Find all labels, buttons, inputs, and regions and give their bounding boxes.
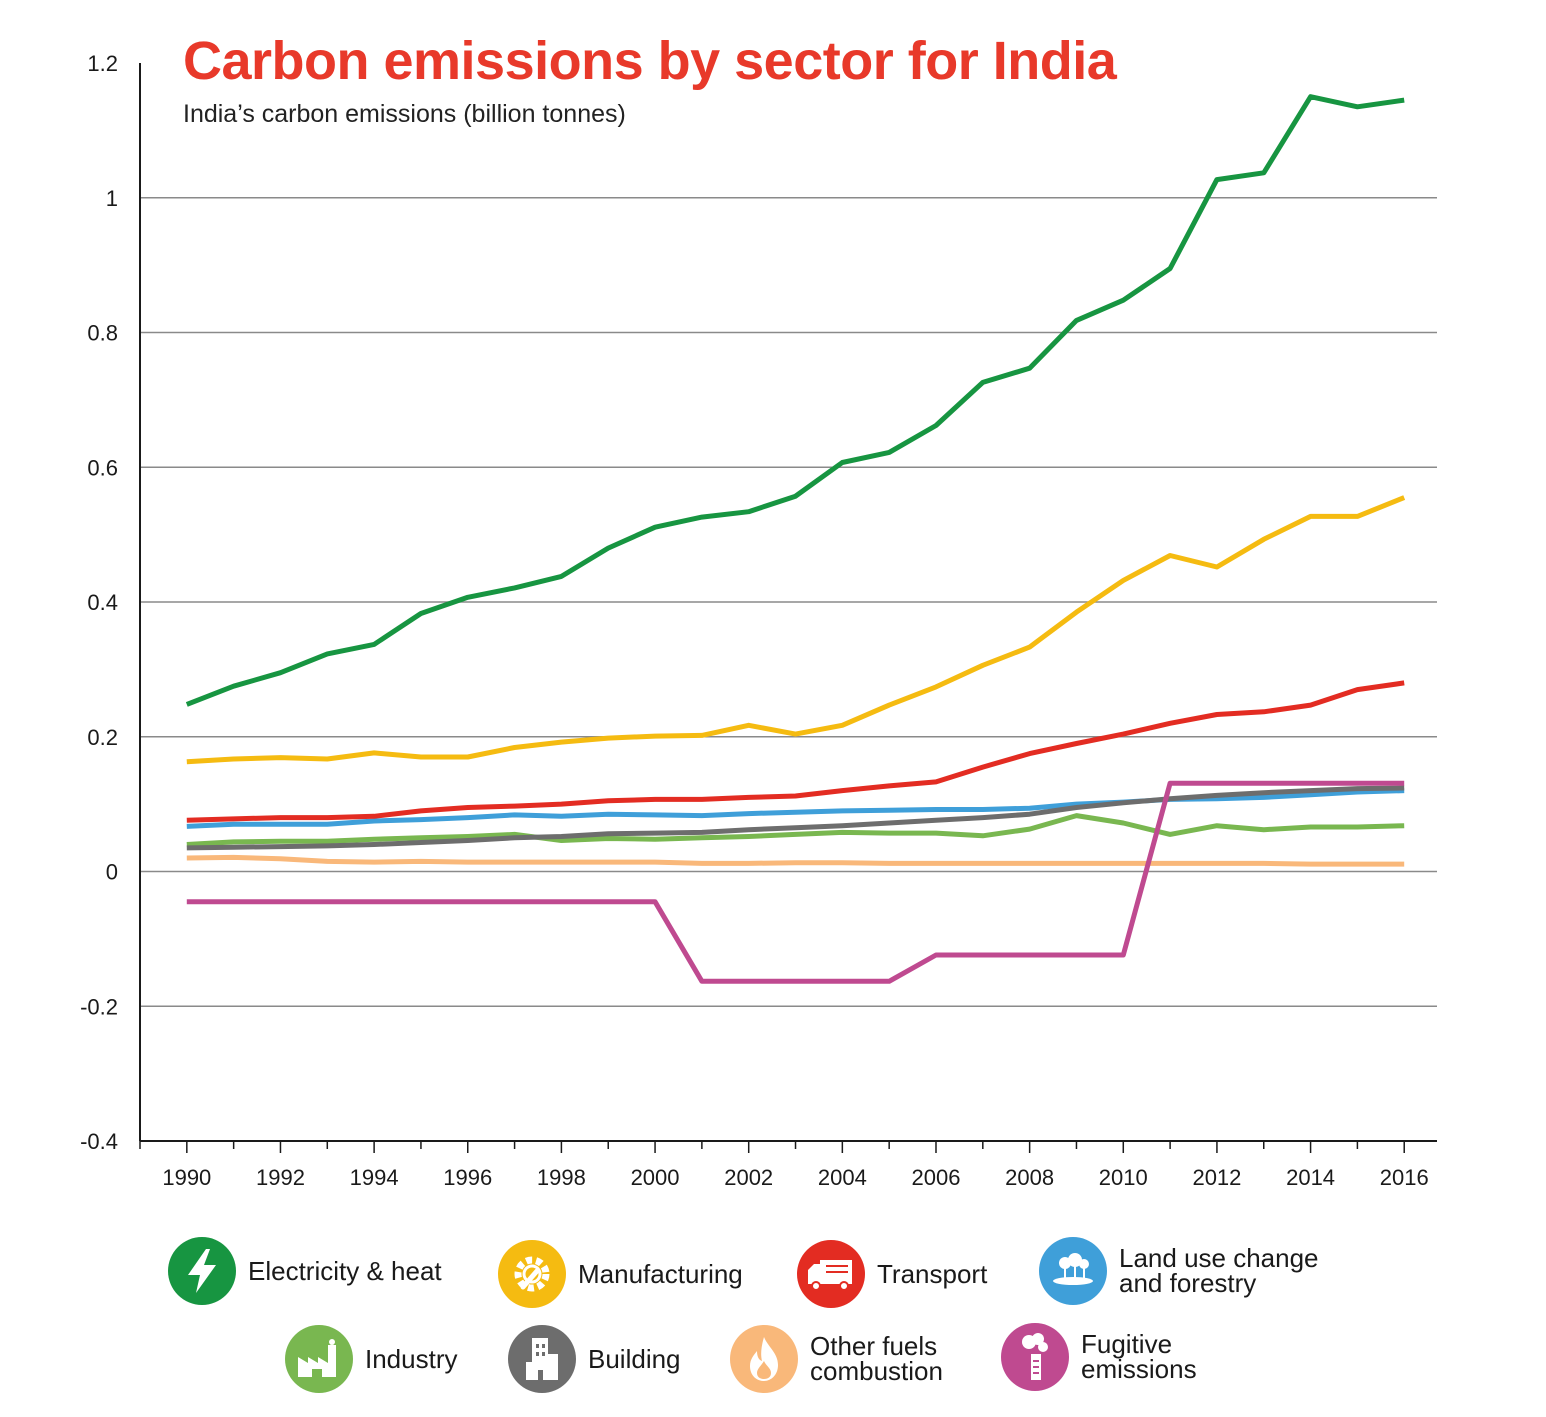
smokestack-icon <box>1001 1323 1069 1391</box>
x-tick-label: 2002 <box>724 1165 773 1190</box>
y-tick-label: 0.2 <box>87 725 118 750</box>
x-tick-label: 1996 <box>443 1165 492 1190</box>
x-tick-label: 2012 <box>1192 1165 1241 1190</box>
legend-label: Building <box>588 1343 681 1374</box>
legend-item-other-fuels: Other fuels combustion <box>730 1325 943 1393</box>
legend-label: Transport <box>877 1258 988 1289</box>
legend-item-manufacturing: Manufacturing <box>498 1240 743 1308</box>
series-line-electricity-heat <box>185 94 1405 707</box>
legend-item-transport: Transport <box>797 1240 987 1308</box>
x-tick-label: 1994 <box>350 1165 399 1190</box>
trees-icon <box>1039 1237 1107 1305</box>
flame-icon <box>730 1325 798 1393</box>
legend-label: Other fuels combustion <box>810 1331 943 1386</box>
y-tick-label: 1.2 <box>87 51 118 76</box>
legend-label: Industry <box>365 1343 458 1374</box>
y-tick-label: 0 <box>106 860 118 885</box>
x-tick-label: 2008 <box>1005 1165 1054 1190</box>
legend-item-building: Building <box>508 1325 681 1393</box>
legend-item-industry: Industry <box>285 1325 458 1393</box>
series-line-industry <box>186 813 1405 847</box>
y-tick-label: 1 <box>106 186 118 211</box>
x-tick-label: 1990 <box>162 1165 211 1190</box>
legend-item-electricity: Electricity & heat <box>168 1237 442 1305</box>
y-tick-label: -0.2 <box>80 994 118 1019</box>
legend-label: Land use change and forestry <box>1119 1243 1319 1298</box>
series-line-other-fuels-combustion <box>186 854 1405 867</box>
grid-lines <box>140 197 1437 1007</box>
truck-icon <box>797 1240 865 1308</box>
factory-icon <box>285 1325 353 1393</box>
x-tick-label: 2014 <box>1286 1165 1335 1190</box>
series-line-manufacturing <box>186 495 1406 765</box>
series-line-building <box>186 785 1405 851</box>
x-tick-label: 2006 <box>912 1165 961 1190</box>
x-tick-label: 2004 <box>818 1165 867 1190</box>
gear-wrench-icon <box>498 1240 566 1308</box>
tick-labels: -0.4 -0.2 0 0.2 0.4 0.6 0.8 1 1.2 1990 1992 1994 199… <box>80 51 1429 1190</box>
x-tick-label: 1998 <box>537 1165 586 1190</box>
legend-item-fugitive: Fugitive emissions <box>1001 1323 1197 1391</box>
axes <box>139 63 1437 1153</box>
y-tick-label: 0.8 <box>87 321 118 346</box>
y-tick-label: 0.6 <box>87 455 118 480</box>
x-tick-label: 2010 <box>1099 1165 1148 1190</box>
legend-label: Fugitive emissions <box>1081 1329 1197 1384</box>
chart-title: Carbon emissions by sector for India <box>183 31 1117 91</box>
y-tick-label: 0.4 <box>87 590 118 615</box>
x-tick-label: 1992 <box>256 1165 305 1190</box>
x-tick-label: 2016 <box>1380 1165 1429 1190</box>
y-tick-label: -0.4 <box>80 1129 118 1154</box>
chart-subtitle: India’s carbon emissions (billion tonnes… <box>183 100 626 128</box>
legend-item-land-use: Land use change and forestry <box>1039 1237 1319 1305</box>
building-icon <box>508 1325 576 1393</box>
lightning-bolt-icon <box>168 1237 236 1305</box>
legend-label: Manufacturing <box>578 1258 743 1289</box>
x-tick-label: 2000 <box>631 1165 680 1190</box>
legend-label: Electricity & heat <box>248 1255 442 1286</box>
series-line-transport <box>186 680 1405 823</box>
series-line-fugitive-emissions <box>186 780 1405 984</box>
series-lines <box>185 94 1406 984</box>
